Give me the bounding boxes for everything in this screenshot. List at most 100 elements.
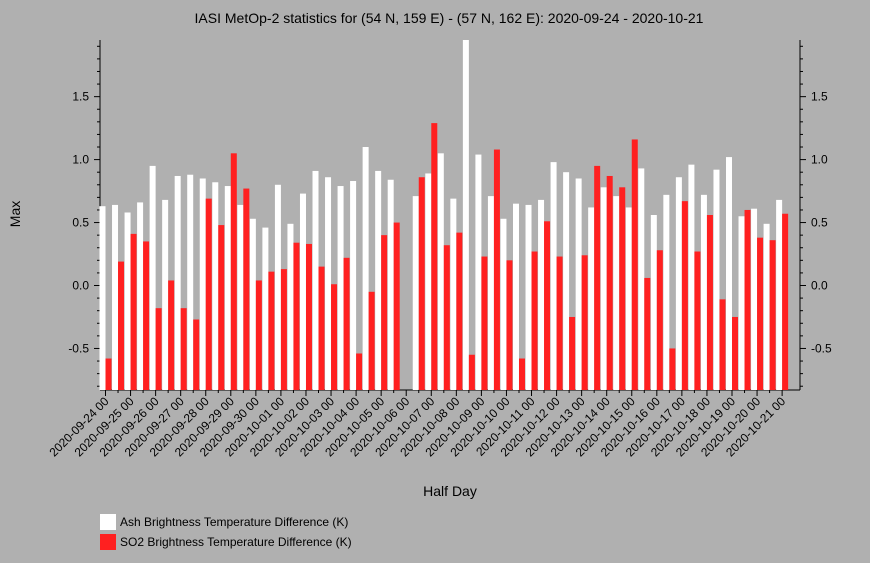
bar-ash <box>312 170 319 390</box>
x-axis-label: Half Day <box>423 483 477 499</box>
y-tick-label-right: 0.0 <box>811 279 828 293</box>
bar-ash <box>726 157 732 390</box>
bar-so2 <box>130 233 137 390</box>
bar-ash <box>700 194 707 390</box>
bar-so2 <box>694 251 701 390</box>
bar-ash <box>550 162 557 390</box>
bar-so2 <box>331 284 338 390</box>
bar-so2 <box>268 271 275 390</box>
y-tick-label-right: 1.5 <box>811 90 828 104</box>
bar-so2 <box>193 319 200 390</box>
chart-title: IASI MetOp-2 statistics for (54 N, 159 E… <box>195 10 704 26</box>
bar-ash <box>738 216 745 390</box>
bar-ash <box>224 186 231 390</box>
y-tick-label-left: -0.5 <box>68 341 89 355</box>
bar-so2 <box>230 153 237 390</box>
y-tick-label-left: 1.0 <box>72 153 89 167</box>
bar-ash <box>237 204 244 390</box>
bar-ash <box>174 175 181 390</box>
bar-ash <box>751 208 758 390</box>
bar-so2 <box>381 235 388 390</box>
bar-ash <box>287 223 294 390</box>
y-tick-label-left: 0.0 <box>72 279 89 293</box>
bar-so2 <box>757 237 764 390</box>
bar-ash <box>625 207 632 390</box>
legend-item-so2: SO2 Brightness Temperature Difference (K… <box>100 532 352 552</box>
bar-so2 <box>769 240 776 390</box>
bar-so2 <box>606 175 613 390</box>
legend-label-so2: SO2 Brightness Temperature Difference (K… <box>120 535 352 549</box>
bar-so2 <box>356 353 363 390</box>
bar-so2 <box>706 215 713 390</box>
bar-so2 <box>782 213 789 390</box>
legend: Ash Brightness Temperature Difference (K… <box>100 512 352 552</box>
bar-ash <box>475 154 482 390</box>
bar-ash <box>563 172 570 390</box>
plot-area: -0.5 -0.50.0 0.00.5 0.51.0 1.01.5 1.52020-09-… <box>47 40 832 459</box>
bar-ash <box>137 202 144 390</box>
bar-ash <box>575 178 582 390</box>
bar-so2 <box>544 221 551 390</box>
bar-ash <box>362 147 369 390</box>
bar-ash <box>149 165 156 390</box>
bar-so2 <box>105 358 112 390</box>
bar-so2 <box>468 354 475 390</box>
bar-so2 <box>143 241 150 390</box>
bar-ash <box>713 169 720 390</box>
bar-so2 <box>732 316 738 390</box>
bar-ash <box>763 223 770 390</box>
bar-ash <box>262 227 269 390</box>
bar-ash <box>688 164 695 390</box>
bar-so2 <box>118 261 125 390</box>
bar-ash <box>375 170 382 390</box>
bar-so2 <box>619 187 626 390</box>
legend-swatch-so2 <box>100 534 116 550</box>
bar-so2 <box>155 308 162 390</box>
bar-ash <box>112 204 119 390</box>
bar-ash <box>450 198 457 390</box>
bar-ash <box>437 153 444 390</box>
y-axis-label: Max <box>7 201 23 227</box>
bar-so2 <box>744 209 751 390</box>
bar-ash <box>187 174 194 390</box>
bar-ash <box>99 206 106 390</box>
bar-so2 <box>418 177 425 390</box>
bar-ash <box>776 199 783 390</box>
bar-ash <box>650 215 657 390</box>
bar-ash <box>325 177 332 390</box>
bar-so2 <box>644 277 651 390</box>
bar-ash <box>212 182 219 390</box>
y-tick-label-left: 0.5 <box>72 216 89 230</box>
bar-ash <box>600 187 607 390</box>
bar-so2 <box>368 291 375 390</box>
bar-so2 <box>443 245 450 390</box>
bar-ash <box>249 218 256 390</box>
legend-label-ash: Ash Brightness Temperature Difference (K… <box>120 515 349 529</box>
bar-so2 <box>719 299 726 390</box>
bar-ash <box>512 203 519 390</box>
bar-so2 <box>594 165 601 390</box>
bar-ash <box>638 168 645 390</box>
bar-ash <box>162 199 169 390</box>
bar-ash <box>675 177 682 390</box>
bar-ash <box>425 173 432 390</box>
bar-ash <box>199 178 206 390</box>
bar-so2 <box>293 242 300 390</box>
bar-so2 <box>556 256 563 390</box>
y-tick-label-right: -0.5 <box>811 341 832 355</box>
bar-so2 <box>493 149 500 390</box>
bar-so2 <box>456 232 463 390</box>
bar-so2 <box>481 256 488 390</box>
bar-so2 <box>431 123 438 390</box>
bar-ash <box>487 196 494 390</box>
bar-ash <box>525 204 532 390</box>
bar-ash <box>538 199 545 390</box>
bar-ash <box>663 194 670 390</box>
bar-so2 <box>569 316 576 390</box>
bar-so2 <box>305 243 312 390</box>
bar-ash <box>462 40 469 390</box>
bar-so2 <box>318 266 325 390</box>
bar-so2 <box>255 280 262 390</box>
legend-swatch-ash <box>100 514 116 530</box>
